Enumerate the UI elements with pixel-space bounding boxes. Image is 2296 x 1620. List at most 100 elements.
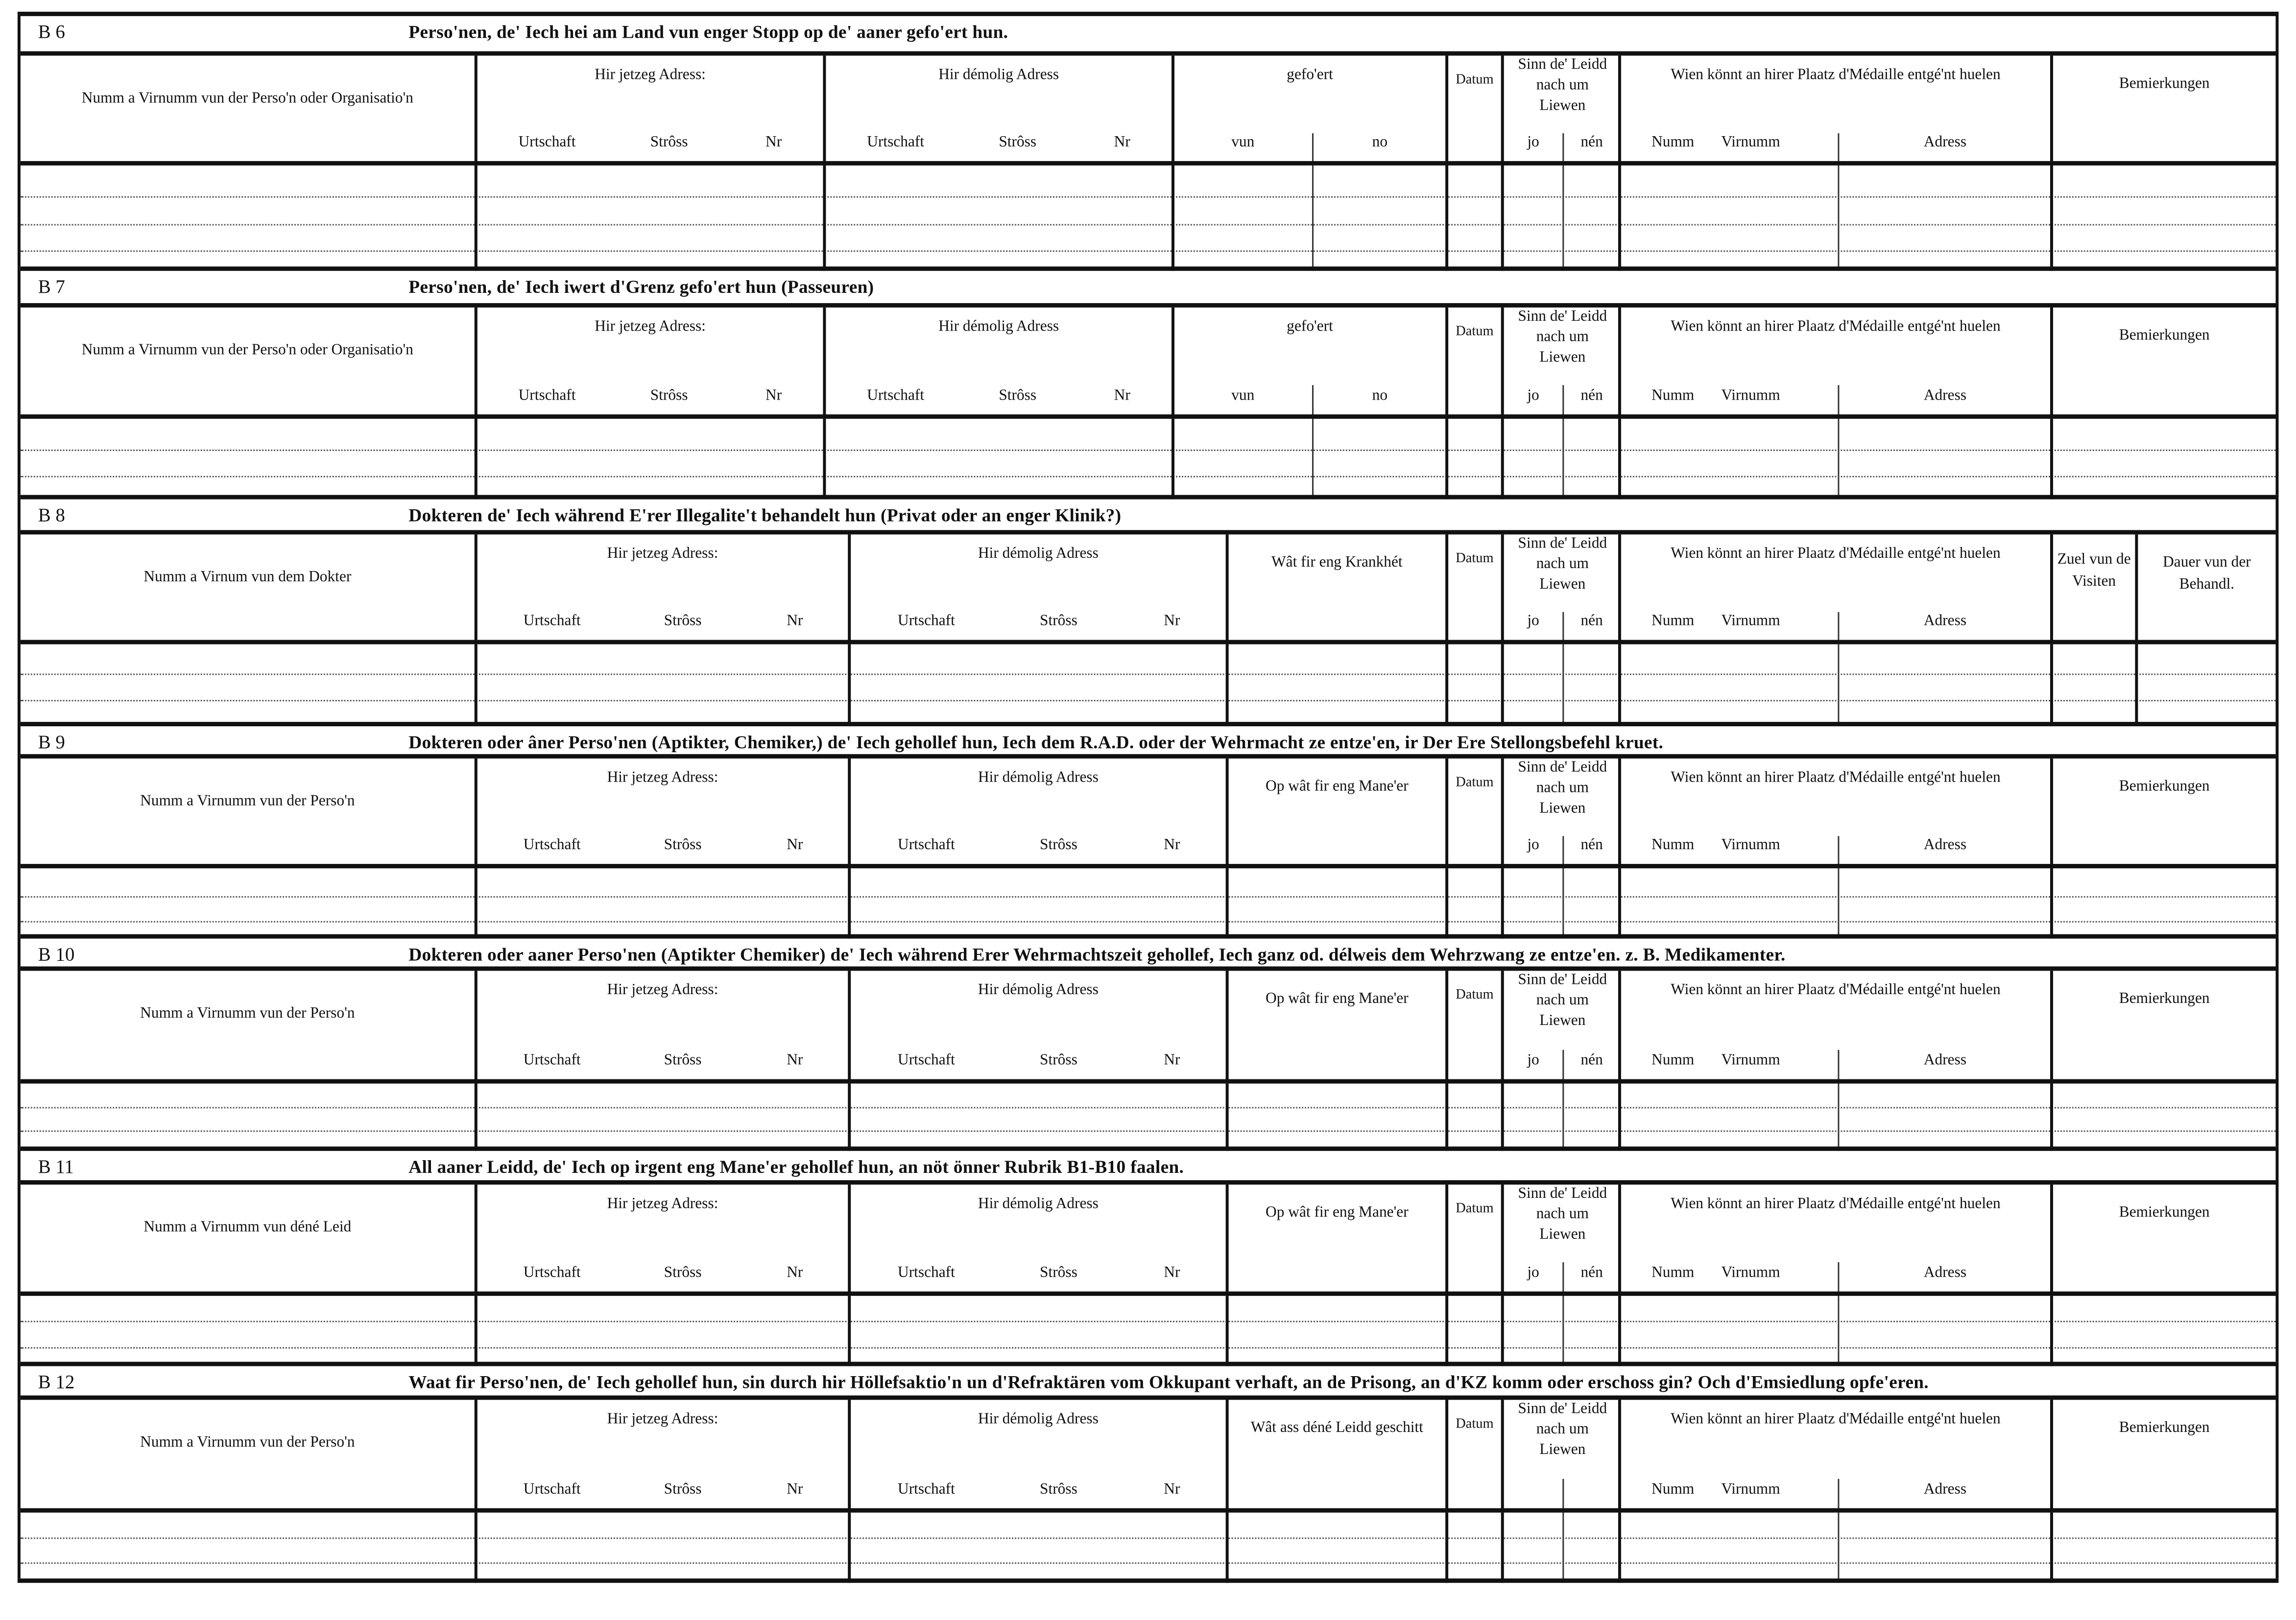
entry-column[interactable] — [1445, 165, 1501, 271]
sub-column-label: jo — [1527, 1052, 1539, 1069]
sub-column-label: no — [1372, 388, 1388, 405]
entry-column[interactable] — [848, 868, 1225, 939]
sub-column-label: Virnumm — [1721, 388, 1780, 405]
entry-column[interactable] — [1445, 644, 1501, 727]
entry-column[interactable] — [2050, 1083, 2275, 1151]
entry-column[interactable] — [474, 644, 848, 727]
entry-column[interactable] — [21, 166, 475, 271]
column-divider — [1562, 132, 1564, 166]
column-label: Numm a Virnum vun dem Dokter — [144, 570, 352, 586]
entry-column[interactable] — [2050, 419, 2275, 500]
entry-column[interactable] — [1225, 1512, 1446, 1583]
column-label: Hir démolig Adress — [978, 1196, 1099, 1213]
column-header: Hir jetzeg Adress: Urtschaft Strôss Nr — [474, 1400, 848, 1513]
entry-column[interactable] — [1501, 644, 1618, 727]
header-row: Numm a Virnumm vun der Perso'n oder Orga… — [20, 303, 2276, 419]
column-header: Op wât fir eng Mane'er — [1225, 1184, 1446, 1296]
entry-column[interactable] — [1225, 644, 1446, 727]
entry-column[interactable] — [1225, 868, 1446, 939]
column-divider — [1837, 1512, 1839, 1583]
entry-column[interactable] — [823, 419, 1172, 500]
column-label: Hir démolig Adress — [938, 319, 1059, 335]
entry-column[interactable] — [1501, 165, 1618, 271]
entry-column[interactable] — [848, 1083, 1225, 1151]
entry-column[interactable] — [1618, 868, 2050, 939]
entry-column[interactable] — [1172, 165, 1445, 271]
entry-column[interactable] — [1445, 868, 1501, 939]
entry-column[interactable] — [1501, 868, 1618, 939]
entry-column[interactable] — [1445, 1083, 1501, 1151]
entry-column[interactable] — [1445, 1512, 1501, 1583]
entry-column[interactable] — [1172, 419, 1445, 500]
column-label: Numm a Virnumm vun der Perso'n oder Orga… — [81, 91, 413, 107]
column-label: Wien könnt an hirer Plaatz d'Médaille en… — [1671, 982, 2001, 999]
column-header: Wât fir eng Krankhét — [1225, 534, 1446, 644]
section-b6: B 6 Perso'nen, de' Iech hei am Land vun e… — [17, 11, 2279, 271]
section-b7: B 7 Perso'nen, de' Iech iwert d'Grenz gef… — [17, 266, 2279, 500]
entry-column[interactable] — [1225, 1083, 1446, 1151]
column-divider — [1837, 611, 1839, 644]
sub-column-label: Strôss — [1040, 1481, 1077, 1498]
entry-column[interactable] — [1445, 1296, 1501, 1366]
entry-line — [20, 1537, 2276, 1539]
column-divider — [1837, 1478, 1839, 1513]
entry-column[interactable] — [823, 165, 1172, 271]
entry-column[interactable] — [474, 419, 823, 500]
entry-column[interactable] — [21, 868, 475, 939]
entry-column[interactable] — [2050, 165, 2275, 271]
entry-column[interactable] — [1618, 1296, 2050, 1366]
entry-column[interactable] — [21, 644, 475, 726]
sub-column-label: Urtschaft — [523, 837, 581, 854]
column-label: Op wât fir eng Mane'er — [1266, 1205, 1409, 1221]
entry-column[interactable] — [1501, 1296, 1618, 1366]
column-label: Numm a Virnumm vun déné Leid — [144, 1219, 352, 1236]
entry-column[interactable] — [474, 868, 848, 939]
entry-column[interactable] — [2135, 644, 2275, 727]
column-header: Wien könnt an hirer Plaatz d'Médaille en… — [1618, 971, 2050, 1084]
entry-column[interactable] — [1501, 1083, 1618, 1151]
entry-column[interactable] — [848, 644, 1225, 727]
entry-column[interactable] — [1618, 1083, 2050, 1151]
entry-column[interactable] — [1618, 1512, 2050, 1583]
section-b12: B 12 Waat fir Perso'nen, de' Iech geholle… — [17, 1361, 2279, 1583]
entry-column[interactable] — [474, 1296, 848, 1366]
entry-column[interactable] — [1445, 419, 1501, 500]
entry-column[interactable] — [2050, 644, 2135, 727]
entry-column[interactable] — [1501, 419, 1618, 500]
column-header: Hir jetzeg Adress: Urtschaft Strôss Nr — [474, 1184, 848, 1296]
entry-column[interactable] — [1618, 165, 2050, 271]
column-header: Wien könnt an hirer Plaatz d'Médaille en… — [1618, 307, 2050, 419]
column-header: Sinn de' Leidd nach um Liewen jo nén — [1501, 971, 1618, 1084]
entry-column[interactable] — [848, 1512, 1225, 1583]
entry-column[interactable] — [2050, 1296, 2275, 1366]
entry-column[interactable] — [474, 1083, 848, 1151]
column-header: Bemierkungen — [2050, 1400, 2275, 1513]
sub-column-label: Nr — [787, 1052, 803, 1069]
entry-column[interactable] — [21, 1513, 475, 1583]
sub-column-label: Strôss — [999, 388, 1037, 405]
entry-column[interactable] — [1501, 1512, 1618, 1583]
sub-column-label: nén — [1580, 1052, 1603, 1069]
sub-column-label: Strôss — [999, 135, 1037, 151]
entry-column[interactable] — [21, 419, 475, 499]
entry-column[interactable] — [2050, 1512, 2275, 1583]
column-label: Numm a Virnumm vun der Perso'n oder Orga… — [81, 342, 413, 359]
column-divider — [1562, 868, 1564, 939]
entry-column[interactable] — [848, 1296, 1225, 1366]
entry-column[interactable] — [474, 165, 823, 271]
entry-line — [20, 921, 2276, 923]
entry-column[interactable] — [2050, 868, 2275, 939]
header-row: Numm a Virnumm vun déné Leid Hir jetzeg A… — [20, 1180, 2276, 1296]
column-header: Datum — [1445, 55, 1501, 166]
entry-column[interactable] — [21, 1296, 475, 1366]
column-label: Hir démolig Adress — [978, 770, 1099, 786]
entry-column[interactable] — [1618, 419, 2050, 500]
entry-column[interactable] — [1225, 1296, 1446, 1366]
column-header: Bemierkungen — [2050, 1184, 2275, 1296]
entry-column[interactable] — [474, 1512, 848, 1583]
column-label: Numm a Virnumm vun der Perso'n — [140, 1435, 355, 1452]
entry-column[interactable] — [1618, 644, 2050, 727]
section-title-bar: B 6 Perso'nen, de' Iech hei am Land vun e… — [20, 11, 2276, 56]
sub-column-label: Numm — [1651, 1052, 1695, 1069]
entry-column[interactable] — [21, 1084, 475, 1151]
